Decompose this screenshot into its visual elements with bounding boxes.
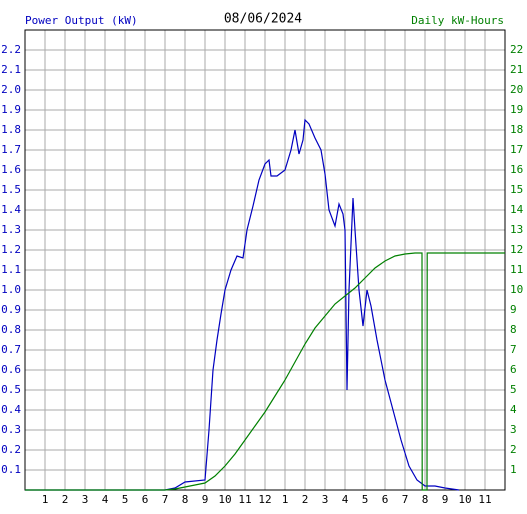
y2-tick-label: 22 <box>510 43 523 56</box>
x-tick-label: 12 <box>258 493 271 506</box>
y2-tick-label: 1 <box>510 463 517 476</box>
y-tick-label: 1.0 <box>1 283 21 296</box>
y-tick-label: 1.9 <box>1 103 21 116</box>
y-tick-label: 0.5 <box>1 383 21 396</box>
x-tick-label: 4 <box>102 493 109 506</box>
x-tick-label: 7 <box>402 493 409 506</box>
y-tick-label: 1.4 <box>1 203 21 216</box>
y2-tick-label: 14 <box>510 203 524 216</box>
x-tick-label: 9 <box>442 493 449 506</box>
data-line <box>25 118 460 491</box>
y-tick-label: 0.7 <box>1 343 21 356</box>
y2-tick-label: 5 <box>510 383 517 396</box>
y2-tick-label: 15 <box>510 183 523 196</box>
y-tick-label: 1.5 <box>1 183 21 196</box>
x-tick-label: 3 <box>82 493 89 506</box>
y2-tick-label: 7 <box>510 343 517 356</box>
y-tick-label: 0.1 <box>1 463 21 476</box>
y2-tick-label: 8 <box>510 323 517 336</box>
y2-tick-label: 11 <box>510 263 523 276</box>
x-tick-label: 10 <box>218 493 231 506</box>
x-tick-label: 7 <box>162 493 169 506</box>
y-axis-label: Power Output (kW) <box>25 14 138 27</box>
y2-tick-label: 2 <box>510 443 517 456</box>
y-tick-label: 1.2 <box>1 243 21 256</box>
y2-tick-label: 19 <box>510 103 523 116</box>
y-tick-label: 1.6 <box>1 163 21 176</box>
y-tick-label: 0.2 <box>1 443 21 456</box>
y-tick-label: 0.8 <box>1 323 21 336</box>
x-tick-label: 8 <box>422 493 429 506</box>
x-tick-label: 5 <box>362 493 369 506</box>
x-tick-label: 1 <box>42 493 49 506</box>
x-tick-label: 4 <box>342 493 349 506</box>
y-tick-label: 0.4 <box>1 403 21 416</box>
plot-frame <box>24 29 506 491</box>
y2-tick-label: 3 <box>510 423 517 436</box>
y2-tick-label: 6 <box>510 363 517 376</box>
chart-title: 08/06/2024 <box>224 12 302 27</box>
y-tick-label: 1.1 <box>1 263 21 276</box>
y-tick-label: 2.1 <box>1 63 21 76</box>
y2-tick-label: 18 <box>510 123 523 136</box>
y-tick-label: 2.2 <box>1 43 21 56</box>
x-tick-label: 1 <box>282 493 289 506</box>
x-tick-label: 11 <box>238 493 251 506</box>
x-tick-label: 11 <box>478 493 491 506</box>
x-tick-label: 6 <box>382 493 389 506</box>
y-tick-label: 0.9 <box>1 303 21 316</box>
x-tick-label: 2 <box>62 493 69 506</box>
x-tick-label: 6 <box>142 493 149 506</box>
y2-tick-label: 10 <box>510 283 523 296</box>
y2-tick-label: 20 <box>510 83 523 96</box>
x-tick-label: 10 <box>458 493 471 506</box>
y2-tick-label: 21 <box>510 63 523 76</box>
y2-tick-label: 12 <box>510 243 523 256</box>
y-tick-label: 1.8 <box>1 123 21 136</box>
x-tick-label: 3 <box>322 493 329 506</box>
data-line <box>25 252 505 491</box>
y2-tick-label: 9 <box>510 303 517 316</box>
y-tick-label: 0.6 <box>1 363 21 376</box>
x-tick-label: 9 <box>202 493 209 506</box>
y-tick-label: 1.7 <box>1 143 21 156</box>
y2-axis-label: Daily kW-Hours <box>411 14 504 27</box>
y2-tick-label: 17 <box>510 143 523 156</box>
y-tick-label: 0.3 <box>1 423 21 436</box>
y2-tick-label: 16 <box>510 163 523 176</box>
x-tick-label: 5 <box>122 493 129 506</box>
y-tick-label: 2.0 <box>1 83 21 96</box>
y-tick-label: 1.3 <box>1 223 21 236</box>
x-tick-label: 2 <box>302 493 309 506</box>
y2-tick-label: 4 <box>510 403 517 416</box>
y2-tick-label: 13 <box>510 223 523 236</box>
x-tick-label: 8 <box>182 493 189 506</box>
